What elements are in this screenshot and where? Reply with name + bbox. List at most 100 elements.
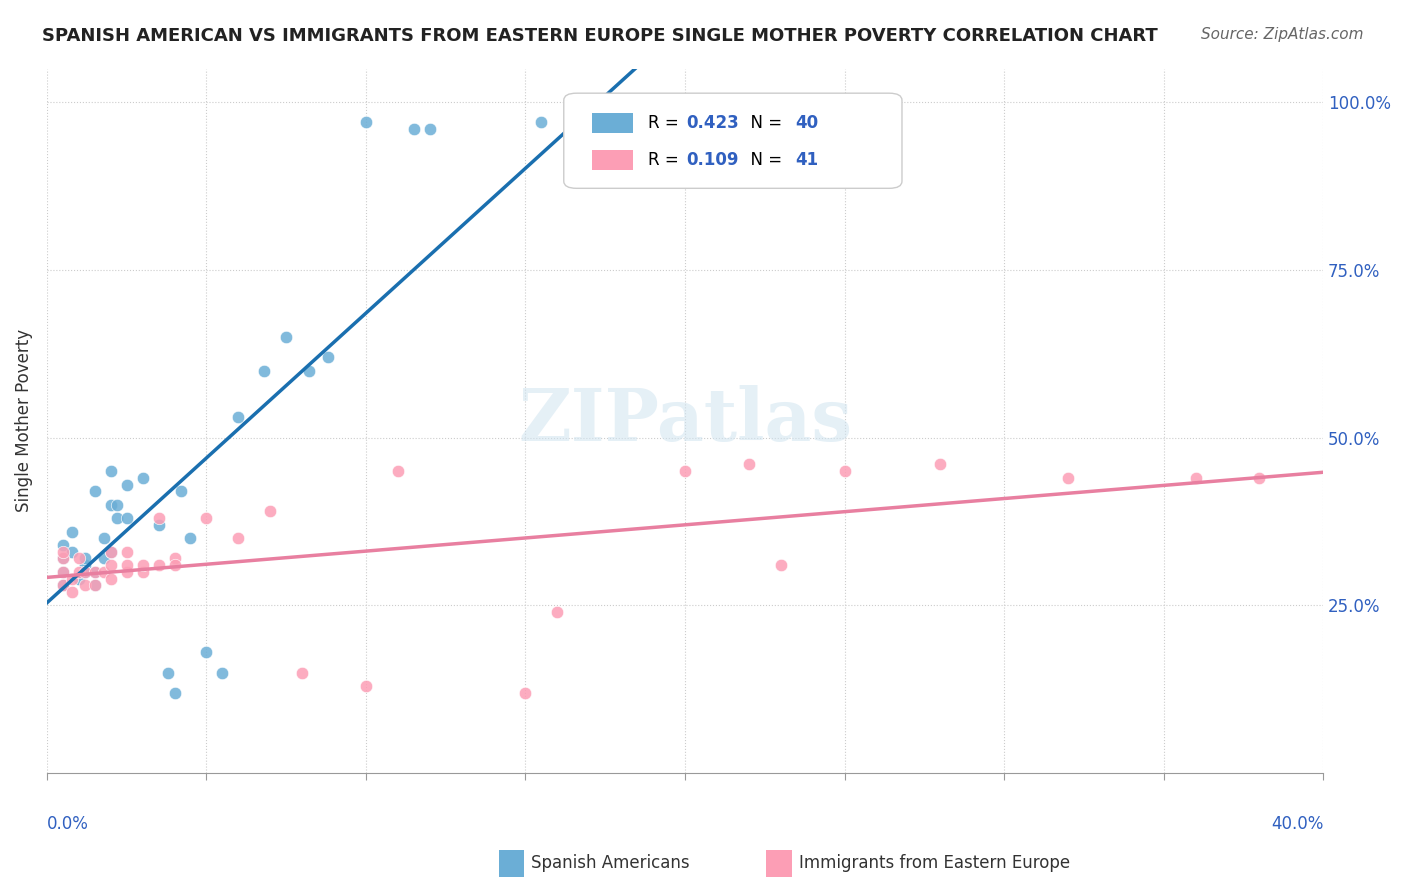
Point [131,565,153,579]
Point [211,665,233,680]
Point [52,578,75,592]
Point [52,551,75,566]
Text: Immigrants from Eastern Europe: Immigrants from Eastern Europe [799,855,1070,872]
Point [75,565,97,579]
Point [148,558,170,573]
Point [52,578,75,592]
Point [834,464,856,478]
Point [100,464,122,478]
Point [75,551,97,566]
Text: Spanish Americans: Spanish Americans [531,855,690,872]
Point [163,558,186,573]
Point [546,605,568,619]
Point [100,545,122,559]
Point [83,565,105,579]
Point [157,665,180,680]
Point [67,551,90,566]
Text: Source: ZipAtlas.com: Source: ZipAtlas.com [1201,27,1364,42]
Point [297,363,319,377]
Point [738,458,761,472]
Text: 0.109: 0.109 [686,151,738,169]
Point [115,511,138,525]
Point [1057,471,1080,485]
Point [75,558,97,573]
Point [75,578,97,592]
Point [706,115,728,129]
Point [67,572,90,586]
Point [62,545,84,559]
Point [105,498,128,512]
Point [387,464,409,478]
Point [179,531,201,545]
Text: R =: R = [648,151,683,169]
Point [83,578,105,592]
Bar [592,150,633,170]
Point [354,679,377,693]
Text: 40: 40 [794,114,818,132]
Point [52,565,75,579]
Point [259,504,281,518]
Point [515,686,537,700]
Point [163,686,186,700]
Point [100,572,122,586]
Point [93,565,115,579]
Point [105,511,128,525]
Text: 41: 41 [794,151,818,169]
Point [115,565,138,579]
Bar [592,113,633,133]
Point [1249,471,1271,485]
Point [929,458,952,472]
Point [163,551,186,566]
Point [419,122,441,136]
Text: SPANISH AMERICAN VS IMMIGRANTS FROM EASTERN EUROPE SINGLE MOTHER POVERTY CORRELA: SPANISH AMERICAN VS IMMIGRANTS FROM EAST… [42,27,1159,45]
Text: 40.0%: 40.0% [1271,815,1323,833]
Point [52,565,75,579]
Point [228,410,250,425]
Point [52,551,75,566]
Point [402,122,425,136]
Point [170,484,193,499]
Point [354,115,377,129]
Text: N =: N = [740,151,787,169]
Point [115,558,138,573]
Text: N =: N = [740,114,787,132]
Point [83,578,105,592]
Bar [766,850,792,877]
Point [291,665,314,680]
Point [62,524,84,539]
Bar [499,850,524,877]
FancyBboxPatch shape [564,93,903,188]
Point [276,330,298,344]
Y-axis label: Single Mother Poverty: Single Mother Poverty [15,329,32,512]
Text: 0.0%: 0.0% [46,815,89,833]
Point [131,558,153,573]
Point [93,551,115,566]
Point [253,363,276,377]
Point [93,531,115,545]
Point [1184,471,1206,485]
Point [62,572,84,586]
Point [75,565,97,579]
Point [195,511,218,525]
Text: ZIPatlas: ZIPatlas [517,385,852,457]
Point [530,115,553,129]
Point [52,545,75,559]
Point [52,538,75,552]
Point [83,484,105,499]
Point [62,585,84,599]
Point [115,545,138,559]
Point [83,565,105,579]
Point [148,517,170,532]
Point [115,477,138,491]
Point [67,565,90,579]
Point [148,511,170,525]
Point [100,558,122,573]
Point [131,471,153,485]
Point [316,350,339,364]
Point [100,498,122,512]
Text: 0.423: 0.423 [686,114,740,132]
Point [100,545,122,559]
Point [228,531,250,545]
Text: R =: R = [648,114,683,132]
Point [769,558,792,573]
